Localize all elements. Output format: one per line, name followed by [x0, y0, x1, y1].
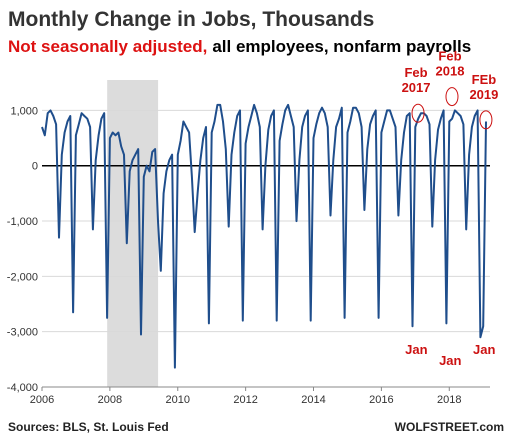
recession-band-layer: [107, 80, 159, 387]
y-tick-label: -2,000: [7, 271, 38, 283]
x-tick-label: 2010: [166, 394, 190, 406]
x-tick-label: 2006: [30, 394, 54, 406]
annotation-label: FEb: [472, 72, 497, 87]
annotation-circle: [445, 87, 459, 107]
x-tick-label: 2014: [301, 394, 325, 406]
series-line-jobs-change: [41, 103, 487, 369]
x-tick-label: 2018: [437, 394, 461, 406]
chart-subtitle-black: all employees, nonfarm payrolls: [212, 37, 471, 56]
annotation-label: 2019: [469, 87, 498, 102]
annotation-circle: [411, 103, 425, 123]
y-tick-label: 1,000: [10, 105, 38, 117]
annotation-label: Jan: [473, 342, 495, 357]
chart-subtitle-red: Not seasonally adjusted,: [8, 37, 207, 56]
x-tick-label: 2012: [233, 394, 257, 406]
annotation-label: Jan: [405, 342, 427, 357]
x-tick-label: 2008: [98, 394, 122, 406]
y-tick-label: -4,000: [7, 382, 38, 394]
wolfstreet-brand: WOLFSTREET.com: [395, 420, 504, 434]
annotation-label: 2017: [402, 80, 431, 95]
series-layer: [41, 103, 487, 369]
recession-band: [107, 80, 159, 387]
y-tick-label: 0: [32, 161, 38, 173]
chart-subtitle: Not seasonally adjusted, all employees, n…: [8, 37, 471, 56]
annotation-label: Feb: [404, 65, 427, 80]
annotation-label: 2018: [436, 64, 465, 79]
source-note: Sources: BLS, St. Louis Fed: [8, 420, 169, 434]
y-tick-label: -3,000: [7, 327, 38, 339]
annotation-circle: [479, 110, 493, 130]
y-tick-label: -1,000: [7, 216, 38, 228]
annotation-label: Feb: [438, 49, 461, 64]
x-tick-label: 2016: [369, 394, 393, 406]
annotation-label: Jan: [439, 353, 461, 368]
chart-title: Monthly Change in Jobs, Thousands: [8, 8, 374, 31]
